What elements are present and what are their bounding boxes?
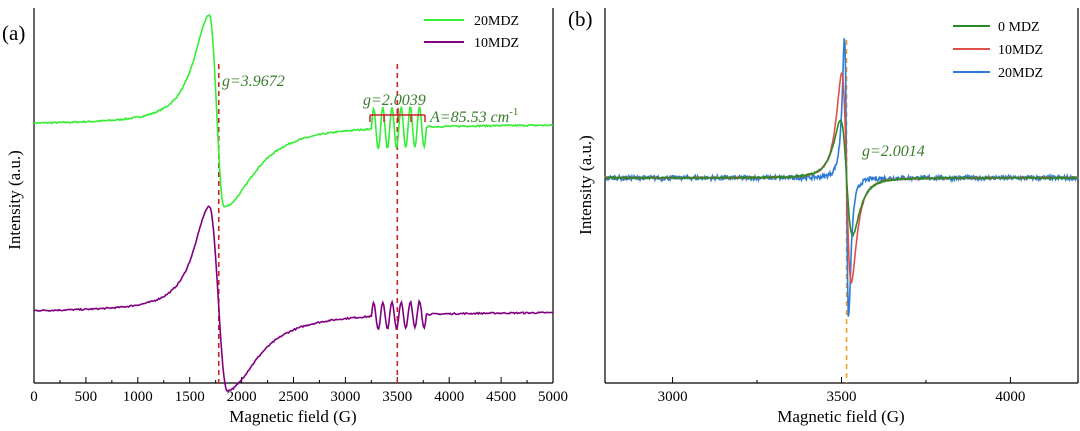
panel-a-label: (a) [2, 21, 25, 45]
panel-b-ticks: 3000 3500 4000 [658, 377, 1025, 405]
hyperfine-sup: -1 [509, 106, 518, 118]
panel-b-legend: 0 MDZ 10MDZ 20MDZ [953, 20, 1043, 81]
panel-b-x-title: Magnetic field (G) [777, 407, 904, 426]
panel-b-xtick-label: 3500 [827, 389, 857, 405]
panel-b-xtick-label: 3000 [658, 389, 688, 405]
panel-a-x-title: Magnetic field (G) [229, 407, 356, 426]
panel-a: (a) Magnetic field (G) Intensity (a.u.) … [2, 8, 568, 426]
panel-a-xtick-label: 0 [30, 389, 38, 405]
panel-b-xtick-label: 4000 [995, 389, 1025, 405]
annotation-g-2-0039: g=2.0039 [363, 92, 426, 109]
panel-b: (b) Magnetic field (G) Intensity (a.u.) … [568, 7, 1079, 426]
panel-a-xtick-label: 4500 [486, 389, 516, 405]
panel-b-y-title: Intensity (a.u.) [576, 135, 595, 235]
legend-label-0-mdz: 0 MDZ [998, 20, 1040, 35]
panel-a-xtick-label: 3500 [382, 389, 412, 405]
panel-a-xtick-label: 5000 [538, 389, 568, 405]
annotation-hyperfine: A=85.53 cm-1 [429, 106, 518, 126]
legend-label-10mdz: 10MDZ [474, 36, 519, 51]
series-line-0-mdz [604, 119, 1078, 237]
panel-a-xtick-label: 1500 [175, 389, 205, 405]
hyperfine-text: A=85.53 cm [429, 109, 509, 126]
panel-a-xtick-label: 1000 [123, 389, 153, 405]
legend-label-10mdz: 10MDZ [998, 43, 1043, 58]
annotation-g-3-9672: g=3.9672 [222, 73, 285, 90]
panel-a-xtick-label: 2500 [279, 389, 309, 405]
panel-a-legend: 20MDZ 10MDZ [424, 14, 519, 51]
panel-a-xtick-label: 4000 [434, 389, 464, 405]
legend-label-20mdz: 20MDZ [474, 14, 519, 29]
panel-a-series [33, 13, 554, 392]
hyperfine-bracket [369, 108, 426, 122]
legend-label-20mdz: 20MDZ [998, 66, 1043, 81]
panel-b-series [604, 38, 1079, 317]
series-line-20mdz [33, 13, 554, 208]
panel-a-xtick-label: 2000 [227, 389, 257, 405]
panel-a-xtick-label: 3000 [330, 389, 360, 405]
annotation-g-2-0014: g=2.0014 [862, 143, 925, 160]
panel-a-reference-lines [217, 64, 399, 383]
panel-a-y-title: Intensity (a.u.) [5, 150, 24, 250]
panel-a-ticks: 0 500 1000 1500 2000 2500 3000 3500 4000 4500 5000 [30, 377, 568, 405]
series-line-10mdz [34, 205, 554, 392]
panel-a-xtick-label: 500 [75, 389, 98, 405]
panel-b-label: (b) [568, 7, 593, 31]
